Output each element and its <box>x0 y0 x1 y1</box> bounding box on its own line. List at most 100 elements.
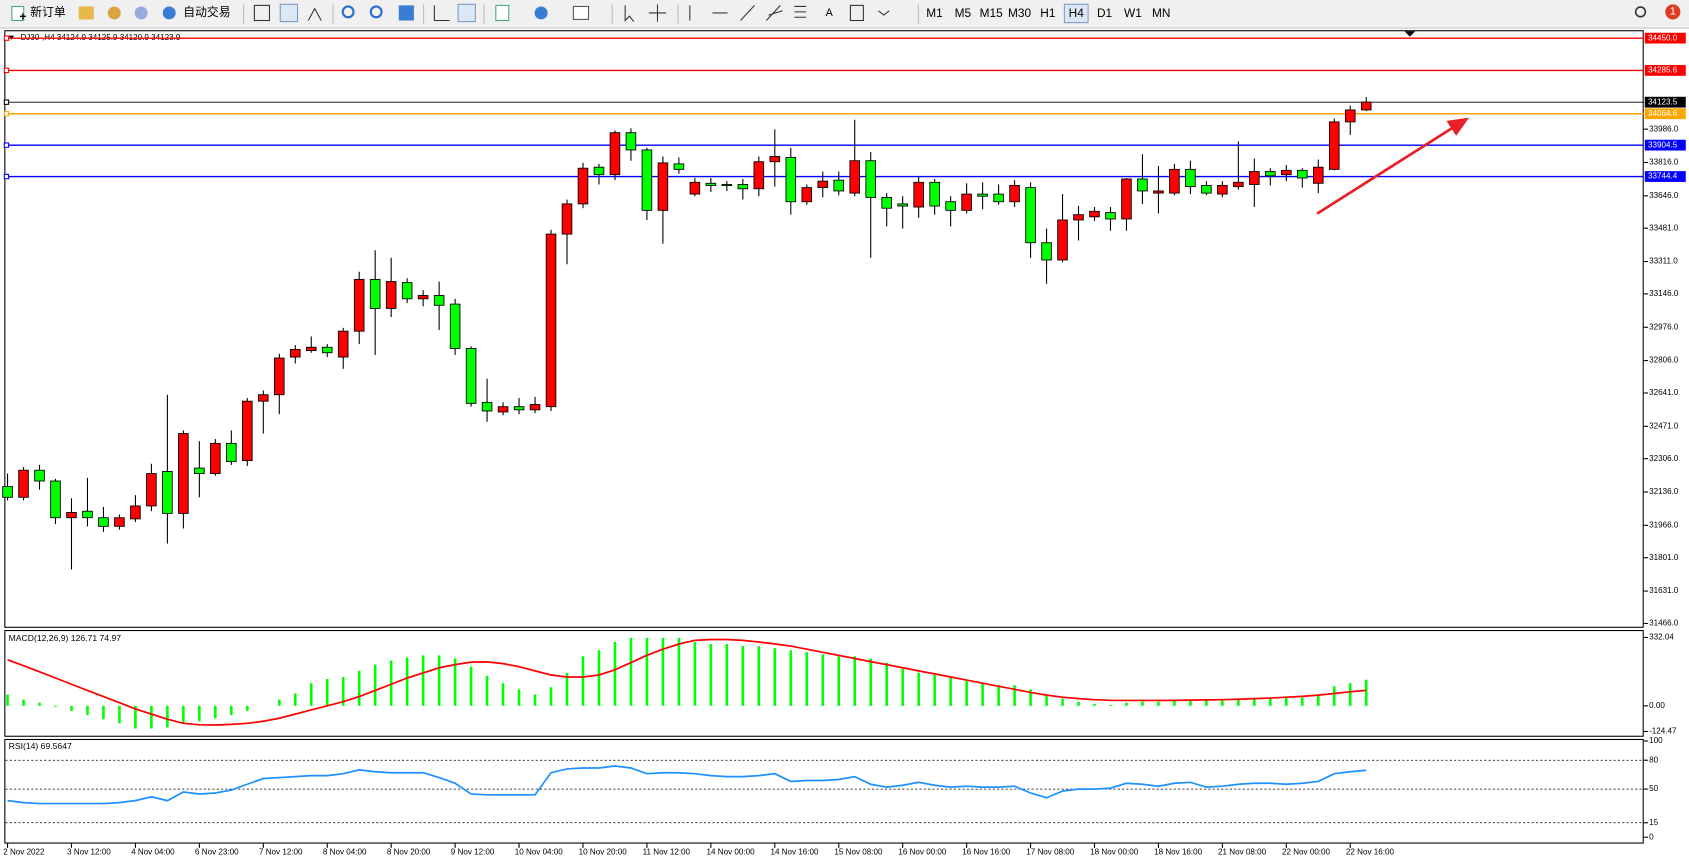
new-order-button[interactable]: + 新订单 <box>11 5 66 23</box>
timeframe-button[interactable]: M5 <box>955 6 972 20</box>
icon-button[interactable] <box>253 4 271 22</box>
candle-body <box>753 161 765 190</box>
candle-body <box>497 406 509 413</box>
macd-bar <box>1237 699 1240 706</box>
price-label-bg <box>1644 64 1686 76</box>
timeframe-button[interactable]: H1 <box>1040 6 1056 20</box>
timeframe-button[interactable]: M30 <box>1008 6 1031 20</box>
macd-bar <box>581 656 585 706</box>
trendline-button[interactable] <box>740 5 755 21</box>
y-tick-label: 32306.0 <box>1649 454 1679 463</box>
macd-bar <box>485 675 489 706</box>
candle-body <box>529 404 541 411</box>
candle-body <box>242 400 253 462</box>
macd-bar <box>1141 701 1144 706</box>
macd-bar <box>246 705 249 711</box>
candle-body <box>865 160 876 198</box>
candle-body <box>993 193 1004 203</box>
x-tick-label: 18 Nov 16:00 <box>1154 847 1203 856</box>
timeframe-button[interactable]: MN <box>1152 6 1170 20</box>
macd-bar <box>1173 700 1176 706</box>
macd-bar <box>166 705 169 728</box>
macd-bar <box>357 670 361 706</box>
candle-body <box>369 278 381 309</box>
fibo-button[interactable] <box>794 5 807 18</box>
zoom-out[interactable] <box>369 5 383 19</box>
icon-button[interactable] <box>107 6 121 20</box>
macd-bar <box>6 694 9 706</box>
icon-button[interactable] <box>433 5 450 22</box>
label-button[interactable] <box>849 4 864 22</box>
macd-bar <box>405 657 409 706</box>
periods-button[interactable] <box>534 6 548 20</box>
icon-button[interactable] <box>279 3 299 23</box>
candle-body <box>577 167 589 205</box>
notifications[interactable]: 1 <box>1665 4 1681 20</box>
candle-body <box>545 233 557 408</box>
icon-button[interactable] <box>457 3 476 23</box>
macd-bar <box>134 705 137 729</box>
x-tick-label: 3 Nov 12:00 <box>67 847 111 856</box>
candle-body <box>913 181 924 208</box>
macd-bar <box>549 687 553 706</box>
macd-bar <box>150 705 153 729</box>
price-label: 33904.5 <box>1648 140 1678 149</box>
auto-trading-button[interactable]: 自动交易 <box>162 5 231 20</box>
macd-bar <box>70 705 73 711</box>
timeframe-button[interactable]: M1 <box>926 6 943 20</box>
timeframes: M1 M5 M15 M30 H1 H4 D1 W1 MN <box>926 3 1171 24</box>
macd-bar <box>613 641 617 706</box>
candle-body <box>465 348 477 404</box>
y-tick-label: 31966.0 <box>1649 520 1679 529</box>
candle-body <box>1281 169 1292 176</box>
candle-body <box>34 469 45 482</box>
macd-bar <box>821 654 825 706</box>
candle-body <box>1360 101 1372 111</box>
macd-bar <box>54 705 57 707</box>
rsi-panel <box>4 738 1644 844</box>
macd-bar <box>1348 683 1352 706</box>
timeframe-button[interactable]: W1 <box>1124 6 1142 20</box>
rsi-line <box>7 765 1367 805</box>
arrows-button[interactable] <box>878 10 890 16</box>
templates-button[interactable] <box>572 5 590 20</box>
x-tick-label: 11 Nov 12:00 <box>643 847 691 856</box>
macd-bar <box>757 646 761 706</box>
macd-bar <box>901 668 904 706</box>
candle-body <box>82 510 93 519</box>
channel-button[interactable] <box>765 5 783 21</box>
macd-bar <box>1061 698 1064 706</box>
crosshair-button[interactable] <box>648 4 667 22</box>
timeframe-button[interactable]: D1 <box>1097 6 1113 20</box>
candle-body <box>641 149 653 211</box>
candle-body <box>961 193 972 211</box>
icon-button[interactable] <box>134 6 148 20</box>
text-button[interactable]: A <box>826 7 834 19</box>
indicators-button[interactable] <box>495 4 510 22</box>
x-tick-label: 16 Nov 00:00 <box>898 847 947 856</box>
y-tick-label: 0 <box>1649 832 1654 841</box>
macd-bar <box>214 705 217 719</box>
zoom-in[interactable] <box>341 5 355 19</box>
timeframe-button[interactable]: M15 <box>980 6 1003 20</box>
price-label-bg <box>1644 96 1686 108</box>
x-tick-label: 10 Nov 04:00 <box>515 847 564 856</box>
candle-body <box>1121 178 1132 220</box>
cursor-button[interactable] <box>624 5 635 22</box>
macd-bar <box>869 658 873 706</box>
tile-windows[interactable] <box>398 5 414 21</box>
candle-body <box>274 357 285 396</box>
shift-marker <box>1404 31 1416 37</box>
price-label-bg <box>1644 139 1686 151</box>
y-tick-label: 332.04 <box>1649 633 1674 642</box>
badge-count: 1 <box>1670 6 1676 18</box>
candle-body <box>1344 109 1356 123</box>
timeframe-button[interactable]: H4 <box>1069 6 1085 20</box>
icon-button[interactable] <box>78 6 94 20</box>
icon-button[interactable] <box>307 7 322 21</box>
candle-body <box>881 196 892 209</box>
search-button[interactable] <box>1634 6 1647 18</box>
x-tick-label: 17 Nov 08:00 <box>1026 847 1075 856</box>
candle-body <box>1201 185 1212 194</box>
